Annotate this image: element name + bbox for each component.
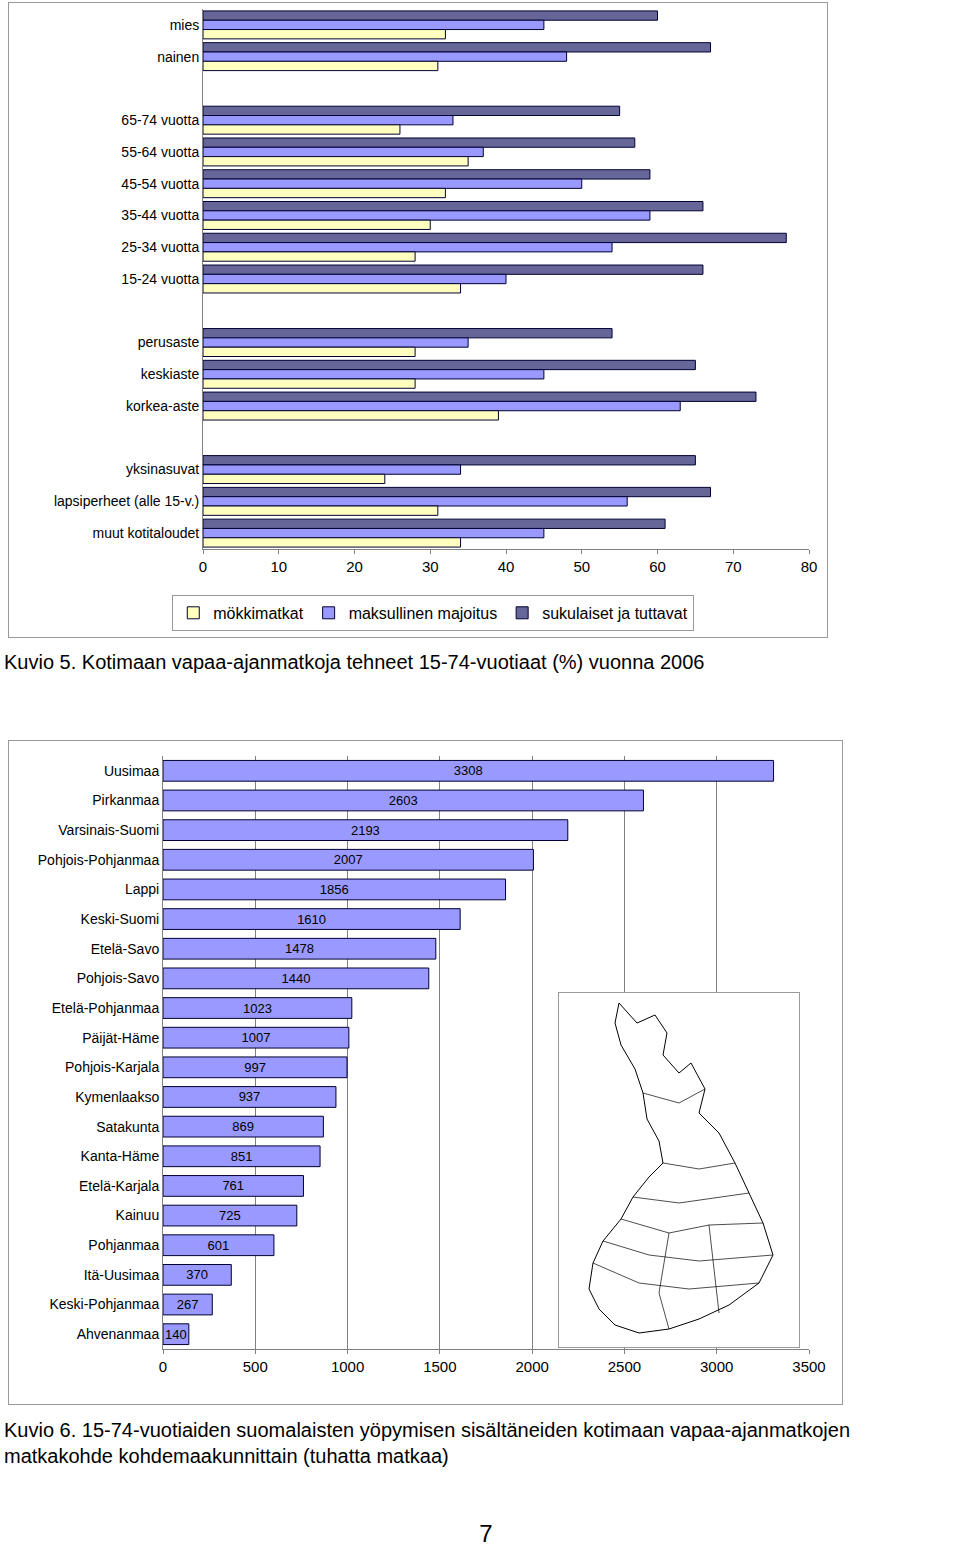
svg-text:Kainuu: Kainuu (116, 1207, 160, 1223)
svg-text:Itä-Uusimaa: Itä-Uusimaa (84, 1267, 160, 1283)
svg-text:25-34 vuotta: 25-34 vuotta (121, 239, 199, 255)
svg-text:2603: 2603 (389, 793, 418, 808)
svg-text:1440: 1440 (281, 971, 310, 986)
svg-text:30: 30 (422, 558, 439, 575)
svg-text:Ahvenanmaa: Ahvenanmaa (77, 1326, 160, 1342)
svg-text:725: 725 (219, 1208, 241, 1223)
svg-text:761: 761 (222, 1178, 244, 1193)
svg-text:lapsiperheet (alle 15-v.): lapsiperheet (alle 15-v.) (54, 493, 199, 509)
svg-text:Päijät-Häme: Päijät-Häme (82, 1030, 159, 1046)
svg-text:maksullinen majoitus: maksullinen majoitus (349, 605, 498, 622)
svg-text:Kanta-Häme: Kanta-Häme (81, 1148, 160, 1164)
svg-text:35-44 vuotta: 35-44 vuotta (121, 207, 199, 223)
svg-text:nainen: nainen (157, 49, 199, 65)
svg-text:1007: 1007 (241, 1030, 270, 1045)
svg-text:yksinasuvat: yksinasuvat (126, 461, 199, 477)
svg-text:65-74 vuotta: 65-74 vuotta (121, 112, 199, 128)
svg-text:0: 0 (199, 558, 207, 575)
svg-text:perusaste: perusaste (138, 334, 200, 350)
svg-text:40: 40 (498, 558, 515, 575)
svg-text:937: 937 (239, 1089, 261, 1104)
svg-text:1023: 1023 (243, 1001, 272, 1016)
svg-text:Keski-Suomi: Keski-Suomi (81, 911, 160, 927)
svg-text:Pohjois-Savo: Pohjois-Savo (77, 970, 160, 986)
svg-text:Etelä-Pohjanmaa: Etelä-Pohjanmaa (52, 1000, 160, 1016)
svg-text:55-64 vuotta: 55-64 vuotta (121, 144, 199, 160)
svg-text:2000: 2000 (515, 1358, 548, 1375)
svg-text:1500: 1500 (423, 1358, 456, 1375)
svg-text:3000: 3000 (700, 1358, 733, 1375)
html-text:7: 7 (479, 1520, 493, 1547)
svg-text:1000: 1000 (331, 1358, 364, 1375)
svg-text:mökkimatkat: mökkimatkat (213, 605, 303, 622)
svg-text:140: 140 (165, 1327, 187, 1342)
svg-text:korkea-aste: korkea-aste (126, 398, 199, 414)
svg-text:mies: mies (170, 17, 200, 33)
svg-text:Pohjanmaa: Pohjanmaa (88, 1237, 159, 1253)
svg-text:sukulaiset ja tuttavat: sukulaiset ja tuttavat (542, 605, 688, 622)
svg-text:80: 80 (801, 558, 818, 575)
svg-text:Pohjois-Karjala: Pohjois-Karjala (65, 1059, 159, 1075)
svg-text:267: 267 (177, 1297, 199, 1312)
svg-text:997: 997 (244, 1060, 266, 1075)
svg-text:Kymenlaakso: Kymenlaakso (75, 1089, 159, 1105)
svg-text:70: 70 (725, 558, 742, 575)
svg-text:muut kotitaloudet: muut kotitaloudet (93, 525, 200, 541)
svg-text:869: 869 (232, 1119, 254, 1134)
html-text:Kuvio 6. 15-74-vuotiaiden suom: Kuvio 6. 15-74-vuotiaiden suomalaisten y… (4, 1419, 851, 1467)
svg-text:15-24 vuotta: 15-24 vuotta (121, 271, 199, 287)
svg-text:851: 851 (231, 1149, 253, 1164)
svg-text:20: 20 (346, 558, 363, 575)
svg-text:1610: 1610 (297, 912, 326, 927)
svg-text:Pohjois-Pohjanmaa: Pohjois-Pohjanmaa (38, 852, 160, 868)
svg-text:3500: 3500 (792, 1358, 825, 1375)
svg-text:60: 60 (649, 558, 666, 575)
html-text:Kuvio 5. Kotimaan vapaa-ajanma: Kuvio 5. Kotimaan vapaa-ajanmatkoja tehn… (4, 651, 705, 673)
svg-text:500: 500 (243, 1358, 268, 1375)
svg-text:370: 370 (186, 1267, 208, 1282)
svg-text:Satakunta: Satakunta (96, 1119, 159, 1135)
svg-text:2007: 2007 (334, 852, 363, 867)
svg-text:Lappi: Lappi (125, 881, 159, 897)
svg-text:50: 50 (573, 558, 590, 575)
svg-text:2500: 2500 (608, 1358, 641, 1375)
svg-text:Etelä-Karjala: Etelä-Karjala (79, 1178, 159, 1194)
svg-text:45-54 vuotta: 45-54 vuotta (121, 176, 199, 192)
svg-text:0: 0 (159, 1358, 167, 1375)
svg-text:Keski-Pohjanmaa: Keski-Pohjanmaa (49, 1296, 159, 1312)
svg-text:1856: 1856 (320, 882, 349, 897)
svg-text:Varsinais-Suomi: Varsinais-Suomi (58, 822, 159, 838)
svg-text:3308: 3308 (454, 763, 483, 778)
svg-text:Pirkanmaa: Pirkanmaa (92, 792, 159, 808)
svg-text:Etelä-Savo: Etelä-Savo (91, 941, 160, 957)
svg-text:1478: 1478 (285, 941, 314, 956)
svg-text:2193: 2193 (351, 823, 380, 838)
svg-text:keskiaste: keskiaste (141, 366, 200, 382)
svg-text:601: 601 (208, 1238, 230, 1253)
svg-text:Uusimaa: Uusimaa (104, 763, 159, 779)
svg-text:10: 10 (270, 558, 287, 575)
